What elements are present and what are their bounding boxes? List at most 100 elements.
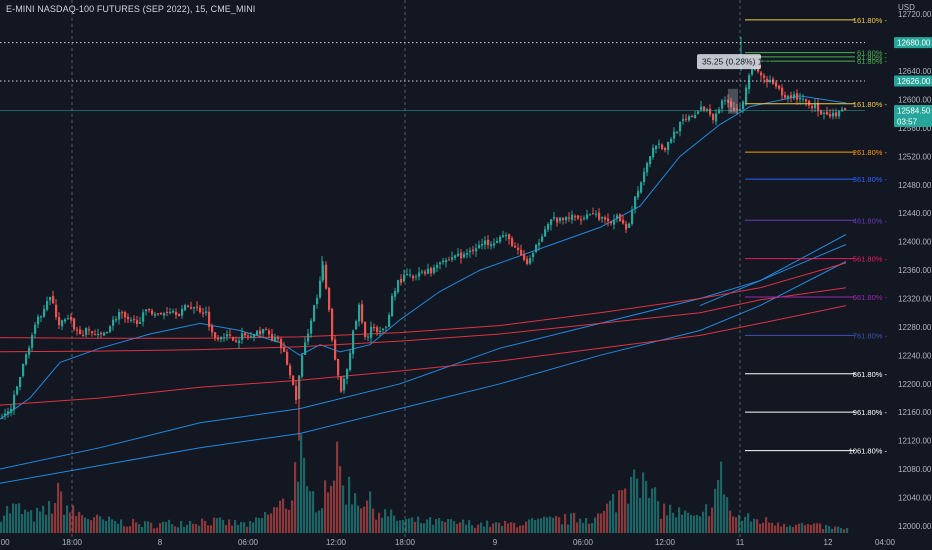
volume-bar — [639, 498, 642, 533]
candle-body — [640, 182, 643, 193]
candle-body — [355, 321, 358, 330]
candle-body — [364, 321, 367, 337]
y-tick-label: 12560.00 — [898, 124, 932, 133]
fib-label: 161.80% - — [853, 16, 888, 25]
candles — [1, 36, 847, 441]
volume-bar — [177, 527, 180, 533]
candle-body — [511, 238, 514, 247]
volume-bar — [174, 526, 177, 533]
candle-body — [247, 335, 250, 337]
candle-body — [385, 326, 388, 328]
volume-bar — [531, 518, 534, 533]
volume-bar — [48, 501, 51, 533]
volume-bar — [654, 487, 657, 533]
candle-body — [718, 109, 721, 114]
volume-bar — [42, 505, 45, 533]
candle-body — [97, 333, 100, 335]
candle-body — [451, 257, 454, 260]
candle-body — [673, 131, 676, 139]
candle-body — [121, 312, 124, 314]
candle-body — [637, 191, 640, 198]
fib-label: 461.80% - — [853, 216, 888, 225]
volume-bar — [540, 518, 543, 533]
volume-bar — [414, 521, 417, 533]
volume-bar — [267, 514, 270, 533]
volume-bar — [192, 523, 195, 533]
volume-bar — [804, 525, 807, 533]
currency-label: USD — [898, 3, 915, 12]
candle-body — [118, 312, 121, 320]
candle-body — [556, 217, 559, 223]
volume-bar — [705, 504, 708, 533]
x-tick-label: 9 — [493, 538, 498, 547]
candle-body — [595, 213, 598, 215]
volume-bar — [642, 472, 645, 533]
volume-bar — [702, 511, 705, 533]
y-tick-label: 12480.00 — [898, 181, 932, 190]
candle-body — [160, 313, 163, 315]
fib-label: 1061.80% - — [849, 447, 888, 456]
candle-body — [793, 94, 796, 99]
candle-body — [436, 265, 439, 268]
candle-body — [607, 218, 610, 222]
volume-bars — [0, 434, 849, 533]
volume-bar — [117, 523, 120, 533]
y-tick-label: 12720.00 — [898, 10, 932, 19]
volume-bar — [183, 526, 186, 533]
candle-body — [565, 216, 568, 221]
candle-body — [646, 162, 649, 173]
candle-body — [415, 276, 418, 278]
y-tick-label: 12200.00 — [898, 380, 932, 389]
volume-bar — [501, 525, 504, 533]
candle-body — [466, 253, 469, 255]
volume-bar — [0, 521, 3, 533]
volume-bar — [234, 520, 237, 533]
candle-body — [703, 106, 706, 111]
candle-body — [76, 329, 79, 331]
volume-bar — [636, 478, 639, 533]
volume-bar — [363, 506, 366, 533]
fib-extension: 161.80% - 61.80% -61.80% -61.80% - 161.80%… — [745, 16, 887, 456]
candle-body — [331, 308, 334, 341]
candle-body — [787, 95, 790, 99]
price-axis: 12000.00 12040.00 12080.00 12120.00 12160.00… — [894, 10, 932, 531]
candle-body — [295, 386, 298, 400]
fib-label: 61.80% - — [857, 53, 888, 62]
candle-body — [58, 317, 61, 325]
volume-bar — [387, 516, 390, 533]
y-tick-label: 12080.00 — [898, 465, 932, 474]
volume-bar — [432, 524, 435, 533]
candle-body — [349, 352, 352, 371]
candle-body — [604, 217, 607, 220]
volume-bar — [570, 513, 573, 533]
volume-bar — [774, 525, 777, 533]
candle-body — [256, 330, 259, 335]
chart-title: E-MINI NASDAQ-100 FUTURES (SEP 2022), 15… — [6, 4, 256, 14]
volume-bar — [30, 510, 33, 533]
candle-body — [592, 213, 595, 215]
candle-body — [826, 111, 829, 115]
volume-bar — [537, 518, 540, 533]
candle-body — [523, 254, 526, 260]
candle-body — [784, 95, 787, 98]
candle-body — [745, 87, 748, 103]
volume-bar — [69, 512, 72, 533]
volume-bar — [90, 520, 93, 533]
volume-bar — [186, 524, 189, 533]
volume-bar — [84, 517, 87, 533]
volume-bar — [249, 520, 252, 533]
volume-bar — [513, 522, 516, 533]
candle-body — [262, 328, 265, 334]
candle-body — [25, 354, 28, 365]
volume-bar — [252, 522, 255, 533]
candle-body — [403, 274, 406, 282]
volume-bar — [132, 518, 135, 533]
candle-body — [688, 116, 691, 121]
candle-body — [187, 305, 190, 308]
candle-body — [517, 247, 520, 251]
volume-bar — [231, 525, 234, 533]
candle-body — [508, 234, 511, 240]
volume-bar — [228, 519, 231, 533]
volume-bar — [525, 521, 528, 533]
